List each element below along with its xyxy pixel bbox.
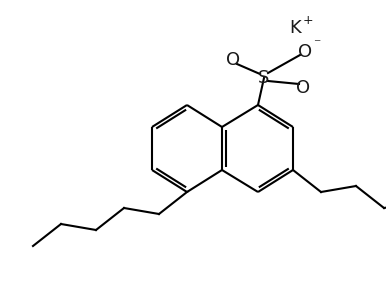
Text: O: O (298, 43, 312, 61)
Text: O: O (226, 51, 240, 69)
Text: K: K (289, 19, 301, 37)
Text: S: S (258, 69, 270, 87)
Text: O: O (296, 79, 310, 97)
Text: +: + (303, 13, 313, 26)
Text: ⁻: ⁻ (313, 37, 321, 51)
